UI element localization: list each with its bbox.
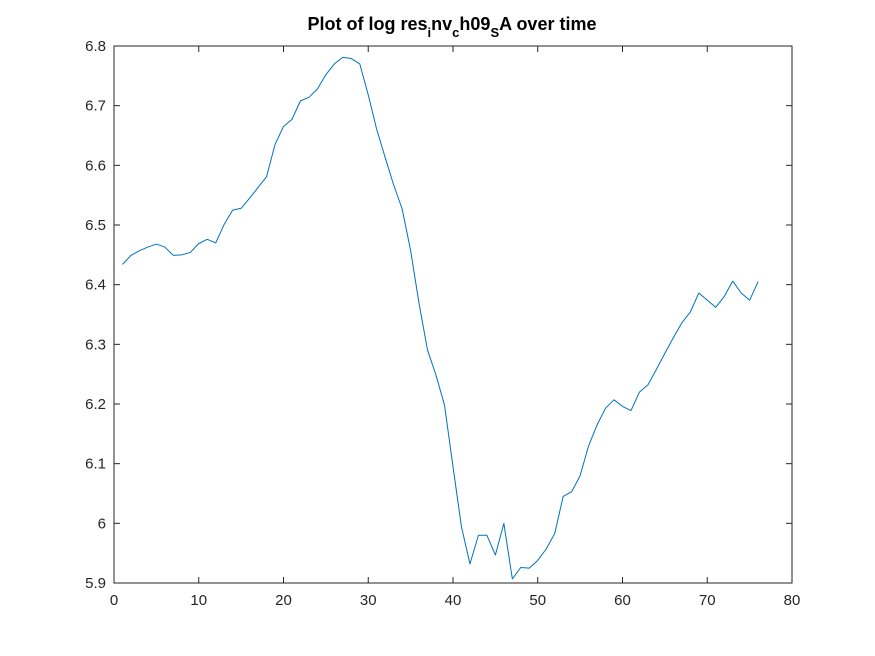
x-tick-label-3: 30: [360, 592, 377, 609]
y-tick-label-6: 6.5: [85, 217, 106, 234]
series-line-0: [122, 56, 759, 580]
x-tick-label-4: 40: [445, 592, 462, 609]
x-tick-label-2: 20: [275, 592, 292, 609]
y-tick-label-5: 6.4: [85, 277, 106, 294]
x-tick-label-5: 50: [529, 592, 546, 609]
y-tick-label-0: 5.9: [85, 575, 106, 592]
x-tick-label-0: 0: [110, 592, 118, 609]
x-tick-label-1: 10: [190, 592, 207, 609]
title-subscript-2: c: [452, 25, 459, 40]
title-suffix: A over time: [499, 14, 596, 34]
y-tick-label-8: 6.7: [85, 98, 106, 115]
title-mid-1: nv: [431, 14, 452, 34]
title-mid-2: h09: [459, 14, 490, 34]
y-tick-label-4: 6.3: [85, 336, 106, 353]
y-tick-label-7: 6.6: [85, 157, 106, 174]
title-subscript-3: S: [490, 25, 499, 40]
title-prefix: Plot of log res: [308, 14, 428, 34]
y-tick-label-1: 6: [98, 515, 106, 532]
plot-area-box: [113, 45, 793, 584]
y-tick-label-2: 6.1: [85, 456, 106, 473]
x-tick-label-8: 80: [784, 592, 801, 609]
x-tick-label-7: 70: [699, 592, 716, 609]
chart-title: Plot of log resinvch09SA over time: [308, 14, 597, 40]
y-tick-label-3: 6.2: [85, 396, 106, 413]
x-tick-label-6: 60: [614, 592, 631, 609]
y-tick-label-9: 6.8: [85, 38, 106, 55]
title-subscript-1: i: [428, 25, 432, 40]
